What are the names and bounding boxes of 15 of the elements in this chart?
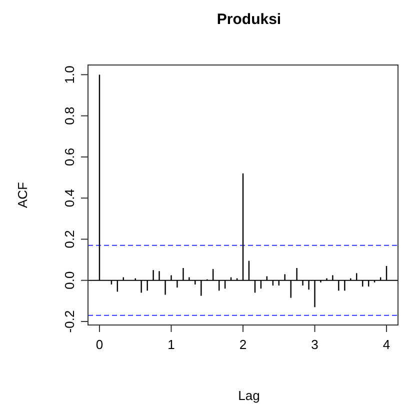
y-tick-label: 0.4 xyxy=(62,189,77,208)
y-axis-title: ACF xyxy=(15,182,30,208)
y-tick-label: 0.2 xyxy=(62,230,77,248)
y-tick-label: 0.0 xyxy=(62,271,77,290)
chart-title: Produksi xyxy=(216,11,282,28)
x-tick-label: 1 xyxy=(168,337,175,352)
y-tick-label: 0.6 xyxy=(62,148,77,166)
y-tick-label: -0.2 xyxy=(62,310,77,333)
x-tick-label: 0 xyxy=(96,337,104,352)
x-axis-title: Lag xyxy=(238,388,260,403)
y-tick-label: 1.0 xyxy=(62,66,77,84)
y-tick-label: 0.8 xyxy=(62,106,77,125)
x-tick-label: 3 xyxy=(311,337,318,352)
x-tick-label: 4 xyxy=(382,337,390,352)
x-tick-label: 2 xyxy=(239,337,247,352)
